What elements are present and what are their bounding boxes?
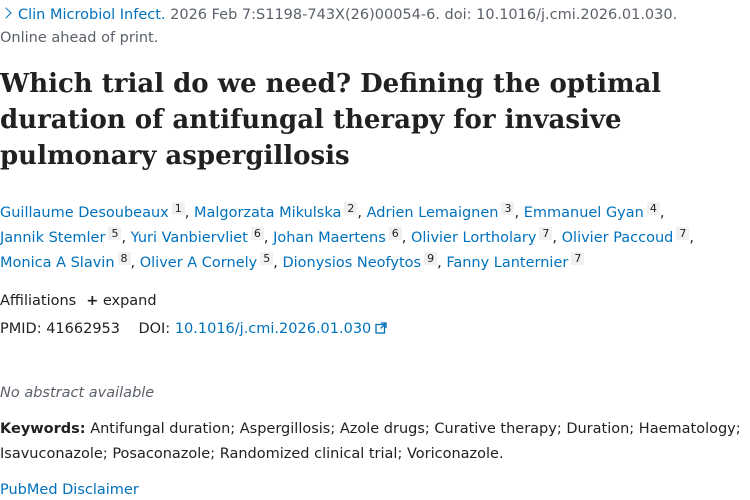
citation-details: 2026 Feb 7:S1198-743X(26)00054-6. doi: 1… [170,7,678,23]
affiliation-number[interactable]: 7 [539,227,553,240]
author-link[interactable]: Guillaume Desoubeaux [0,205,169,221]
citation-line: Clin Microbiol Infect. 2026 Feb 7:S1198-… [0,4,677,26]
page-title: Which trial do we need? Defining the opt… [0,69,662,171]
author-link[interactable]: Malgorzata Mikulska [193,205,342,221]
affiliation-number[interactable]: 6 [250,227,264,240]
author-link[interactable]: Jannik Stemler [0,230,106,246]
affiliation-number[interactable]: 5 [260,252,274,265]
authors-line: Guillaume Desoubeaux 1, Malgorzata Mikuls… [0,202,665,221]
affiliation-number[interactable]: 2 [344,202,358,215]
affiliation-number[interactable]: 8 [117,252,131,265]
author-link[interactable]: Oliver A Cornely [139,255,258,271]
authors-line: Monica A Slavin 8, Oliver A Cornely 5, Dio… [0,251,745,276]
doi-link[interactable]: 10.1016/j.cmi.2026.01.030 [174,321,372,337]
author-link[interactable]: Johan Maertens [273,230,386,246]
keywords: Keywords: Antifungal duration; Aspergill… [0,417,745,467]
affiliation-number[interactable]: 4 [646,202,660,215]
affiliations-label: Affiliations [0,293,77,309]
author-link[interactable]: Adrien Lemaignen [366,205,499,221]
affiliation-number[interactable]: 7 [571,252,585,265]
publication-status: Online ahead of print. [0,30,159,46]
external-link-icon[interactable] [375,322,387,334]
author-link[interactable]: Emmanuel Gyan [523,205,644,221]
pubmed-disclaimer-link[interactable]: PubMed Disclaimer [0,482,139,498]
pmid-label: PMID: [0,321,42,337]
plus-icon[interactable]: + [86,293,99,309]
affiliation-number[interactable]: 1 [171,202,185,215]
affiliation-number[interactable]: 5 [108,227,122,240]
authors-list: Guillaume Desoubeaux 1, Malgorzata Mikuls… [0,201,745,276]
expand-label[interactable]: expand [102,293,157,309]
author-link[interactable]: Dionysios Neofytos [282,255,422,271]
doi-label: DOI: [138,321,171,337]
identifiers: PMID: 41662953 DOI: 10.1016/j.cmi.2026.0… [0,318,387,340]
author-link[interactable]: Olivier Paccoud [561,230,674,246]
affiliation-number[interactable]: 7 [676,227,690,240]
author-link[interactable]: Fanny Lanternier [446,255,569,271]
pmid-value: 41662953 [46,321,121,337]
affiliations-toggle[interactable]: Affiliations + expand [0,290,157,312]
authors-line: Jannik Stemler 5, Yuri Vanbiervliet 6, Joh… [0,227,694,246]
author-link[interactable]: Monica A Slavin [0,255,115,271]
author-link[interactable]: Yuri Vanbiervliet [130,230,248,246]
keywords-text: Antifungal duration; Aspergillosis; Azol… [0,421,741,462]
chevron-right-icon[interactable] [0,7,12,19]
abstract-note: No abstract available [0,385,155,401]
affiliation-number[interactable]: 9 [424,252,438,265]
author-link[interactable]: Olivier Lortholary [410,230,537,246]
affiliation-number[interactable]: 3 [501,202,515,215]
journal-link[interactable]: Clin Microbiol Infect. [18,7,166,23]
keywords-label: Keywords: [0,421,86,437]
affiliation-number[interactable]: 6 [388,227,402,240]
